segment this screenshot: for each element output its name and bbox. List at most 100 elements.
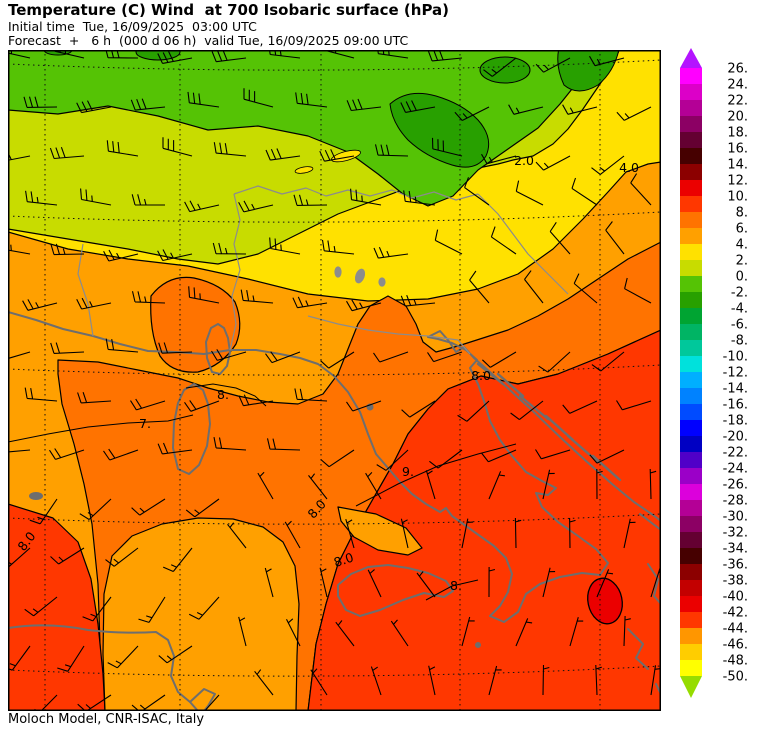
contour-label: 4.0 — [619, 160, 639, 175]
colorbar-band — [680, 132, 702, 148]
contour-label: 2.0 — [514, 153, 534, 168]
wind-barb — [370, 666, 382, 696]
wind-barb — [243, 88, 274, 108]
wind-barb — [76, 100, 112, 114]
wind-barb — [542, 469, 555, 500]
wind-barb — [213, 142, 247, 157]
wind-barb — [227, 522, 247, 549]
wind-barb — [103, 249, 139, 262]
wind-barb — [481, 449, 517, 463]
wind-barb — [562, 104, 598, 115]
wind-barb — [488, 566, 496, 598]
border-alps — [229, 193, 241, 351]
colorbar-below-min-arrow — [680, 676, 702, 698]
wind-barb — [542, 664, 550, 696]
wind-barb — [461, 518, 474, 549]
wind-barb — [401, 400, 436, 418]
wind-barb — [514, 517, 522, 549]
wind-barb — [57, 645, 85, 672]
wind-barb — [284, 520, 301, 549]
contour-label: 8.0 — [332, 550, 356, 570]
wind-barb — [23, 96, 58, 108]
wind-barb — [8, 449, 31, 453]
wind-barb — [257, 471, 274, 500]
wind-barb — [268, 50, 301, 59]
colorbar-tick-label: -38. — [723, 574, 748, 589]
river-po — [307, 315, 471, 355]
colorbar-tick-label: 24. — [727, 78, 748, 93]
wind-barb — [624, 277, 652, 304]
colorbar-tick-label: -2. — [731, 286, 748, 301]
colorbar-tick-label: -32. — [723, 526, 748, 541]
wind-barb — [8, 151, 31, 161]
colorbar-tick-label: -16. — [723, 398, 748, 413]
colorbar-tick-label: -48. — [723, 654, 748, 669]
wind-barb — [429, 449, 463, 469]
wind-barb — [106, 140, 139, 157]
colorbar-band — [680, 372, 702, 388]
wind-barb — [131, 291, 166, 304]
wind-barb — [457, 400, 490, 422]
wind-barb — [130, 398, 166, 411]
coastline-europe — [8, 311, 661, 623]
colorbar-band — [680, 68, 702, 84]
colorbar-tick-label: -30. — [723, 510, 748, 525]
wind-barb — [25, 190, 58, 206]
wind-barb — [293, 194, 328, 206]
colorbar-tick-label: -22. — [723, 446, 748, 461]
colorbar-band — [680, 356, 702, 372]
wind-barb — [157, 51, 193, 64]
wind-barb — [265, 351, 301, 364]
colorbar-tick-label: -8. — [731, 334, 748, 349]
wind-barb — [346, 299, 382, 312]
colorbar-tick-label: -6. — [731, 318, 748, 333]
contour-label: 7. — [139, 416, 151, 431]
wind-barb — [542, 567, 556, 598]
wind-barb — [24, 387, 58, 402]
graticule — [8, 50, 661, 711]
colorbar-tick-label: -34. — [723, 542, 748, 557]
wind-barb — [80, 188, 112, 206]
colorbar-band — [680, 404, 702, 420]
wind-barb — [264, 567, 274, 598]
wind-barb — [50, 342, 85, 354]
contour-label: 8. — [217, 387, 229, 402]
wind-barb — [8, 50, 31, 59]
wind-barb — [188, 286, 220, 304]
wind-barb — [294, 388, 328, 402]
colorbar-tick-label: 8. — [736, 206, 748, 221]
colorbar-tick-label: -28. — [723, 494, 748, 509]
colorbar-tick-label: -50. — [723, 670, 748, 685]
colorbar-band — [680, 564, 702, 580]
wind-barb — [346, 400, 382, 412]
wind-barb — [310, 668, 328, 696]
colorbar-tick-label: 10. — [727, 190, 748, 205]
wind-barb — [29, 498, 58, 525]
wind-barb — [24, 596, 58, 617]
contour-label: 8. — [450, 578, 462, 593]
wind-barb — [266, 438, 301, 451]
wind-barb — [105, 547, 139, 567]
colorbar-tick-label: -4. — [731, 302, 748, 317]
warm-valley-sliver — [294, 166, 314, 174]
wind-barb — [538, 351, 571, 373]
wind-barb — [105, 338, 139, 353]
wind-barb — [8, 351, 31, 360]
map-frame — [8, 50, 661, 711]
wind-barb — [400, 100, 436, 113]
wind-barb — [211, 50, 247, 63]
colorbar-band — [680, 244, 702, 260]
colorbar-band — [680, 260, 702, 276]
wind-barb — [482, 351, 517, 368]
colorbar-tick-label: -36. — [723, 558, 748, 573]
colorbar-tick-label: 16. — [727, 142, 748, 157]
contour-7 — [8, 414, 194, 443]
colorbar-band — [680, 548, 702, 564]
wind-barb — [187, 91, 220, 108]
colorbar-band — [680, 660, 702, 676]
wind-barb — [157, 249, 193, 262]
wind-barb — [292, 296, 328, 309]
colorbar-tick-label: -46. — [723, 638, 748, 653]
wind-barb — [49, 448, 85, 460]
wind-barb — [22, 299, 58, 311]
